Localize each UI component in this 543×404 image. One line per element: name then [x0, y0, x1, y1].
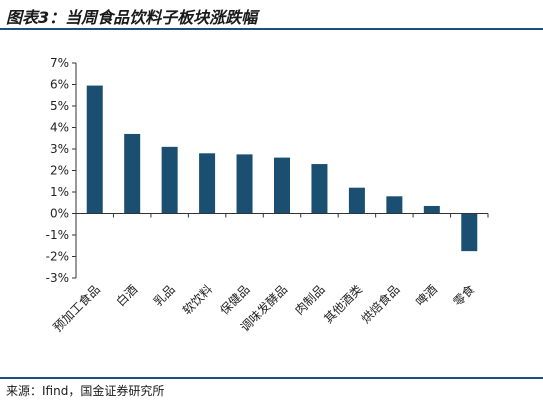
bar-chart: -3% -2% -1% 0% 1% 2% 3% 4% 5% 6% 7% 预加工食品 白酒 乳品 软饮料 保健品…	[46, 56, 489, 335]
y-tick-label: 4%	[50, 121, 69, 135]
figure-title: 图表3：当周食品饮料子板块涨跌幅	[6, 8, 258, 27]
bar	[161, 146, 178, 214]
bar	[236, 154, 253, 214]
top-rule	[0, 28, 543, 30]
bottom-rule	[0, 377, 543, 379]
bar	[461, 213, 478, 252]
y-tick-label: 1%	[50, 185, 69, 199]
category-label: 预加工食品	[50, 282, 103, 335]
y-tick-label: 2%	[50, 164, 69, 178]
bar	[86, 85, 103, 214]
bar	[386, 196, 403, 214]
bar	[124, 133, 141, 214]
category-label: 烘焙食品	[358, 282, 403, 327]
category-label: 零食	[450, 282, 478, 310]
y-tick-label: 0%	[50, 207, 69, 221]
y-tick-label: 6%	[50, 78, 69, 92]
y-tick-label: -2%	[46, 250, 69, 264]
y-tick-label: 7%	[50, 56, 69, 70]
category-label: 乳品	[151, 282, 178, 309]
category-label: 肉制品	[292, 282, 327, 317]
bar	[348, 187, 365, 214]
category-label: 啤酒	[412, 282, 440, 310]
source-note: 来源：Ifind，国金证券研究所	[6, 384, 165, 398]
y-tick-label: 3%	[50, 142, 69, 156]
bar	[423, 205, 440, 214]
category-label: 软饮料	[180, 282, 215, 317]
category-label: 白酒	[113, 282, 141, 310]
bar	[311, 164, 328, 214]
category-label: 其他酒类	[321, 282, 365, 326]
y-tick-label: 5%	[50, 99, 69, 113]
category-label: 保健品	[217, 282, 252, 317]
y-tick-label: -1%	[46, 228, 69, 242]
bar	[199, 153, 216, 214]
y-tick-label: -3%	[46, 271, 69, 285]
bar	[274, 157, 290, 214]
